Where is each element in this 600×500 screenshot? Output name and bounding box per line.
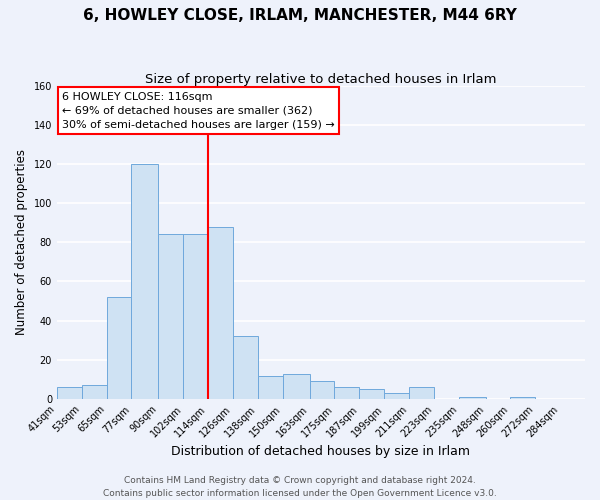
Bar (131, 164, 158, 399)
Bar (183, 234, 208, 399)
Text: 6, HOWLEY CLOSE, IRLAM, MANCHESTER, M44 6RY: 6, HOWLEY CLOSE, IRLAM, MANCHESTER, M44 … (83, 8, 517, 22)
Bar (158, 234, 183, 399)
Text: Contains HM Land Registry data © Crown copyright and database right 2024.
Contai: Contains HM Land Registry data © Crown c… (103, 476, 497, 498)
Bar (458, 397, 485, 399)
Bar (334, 388, 359, 399)
Bar (283, 374, 310, 399)
Title: Size of property relative to detached houses in Irlam: Size of property relative to detached ho… (145, 72, 497, 86)
Bar (359, 390, 384, 399)
Bar (258, 376, 283, 399)
Text: 6 HOWLEY CLOSE: 116sqm
← 69% of detached houses are smaller (362)
30% of semi-de: 6 HOWLEY CLOSE: 116sqm ← 69% of detached… (62, 92, 335, 130)
Bar (511, 397, 535, 399)
Bar (384, 393, 409, 399)
Bar (310, 382, 334, 399)
Y-axis label: Number of detached properties: Number of detached properties (15, 150, 28, 336)
Bar (57, 388, 82, 399)
Bar (82, 386, 107, 399)
X-axis label: Distribution of detached houses by size in Irlam: Distribution of detached houses by size … (172, 444, 470, 458)
Bar (409, 388, 434, 399)
Bar (233, 336, 258, 399)
Bar (107, 297, 131, 399)
Bar (208, 226, 233, 399)
